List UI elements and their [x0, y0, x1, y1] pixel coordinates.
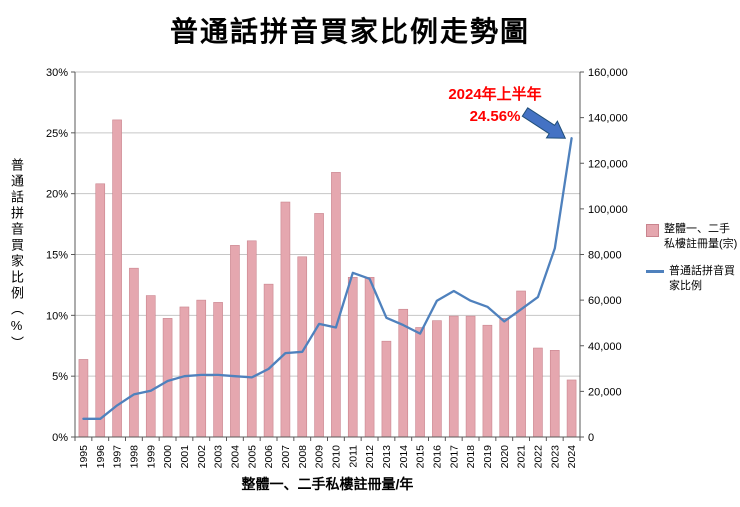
- legend-label-line: 普通話拼音買家比例: [669, 264, 735, 292]
- annotation-line1: 2024年上半年: [448, 86, 542, 103]
- svg-text:2003: 2003: [213, 445, 225, 469]
- svg-text:25%: 25%: [46, 128, 68, 140]
- legend-label-bars: 整體一、二手私樓註冊量(宗): [664, 223, 738, 250]
- bar-series-swatch-icon: [646, 224, 659, 237]
- svg-text:2015: 2015: [415, 445, 427, 469]
- svg-text:20,000: 20,000: [588, 386, 622, 398]
- svg-text:1998: 1998: [128, 445, 140, 469]
- svg-text:15%: 15%: [46, 250, 68, 262]
- legend-item-line: 普通話拼音買家比例: [646, 264, 738, 294]
- svg-text:10%: 10%: [46, 310, 68, 322]
- svg-text:40,000: 40,000: [588, 341, 622, 353]
- svg-text:2017: 2017: [448, 445, 460, 469]
- svg-text:0%: 0%: [52, 432, 68, 444]
- svg-text:2011: 2011: [347, 445, 359, 468]
- svg-text:2024: 2024: [566, 445, 578, 469]
- svg-text:2019: 2019: [482, 445, 494, 469]
- svg-text:2001: 2001: [179, 445, 191, 469]
- svg-text:2018: 2018: [465, 445, 477, 469]
- left-axis-ticks: 0% 5% 10% 15% 20% 25% 30%: [46, 67, 75, 444]
- bars-series: [78, 119, 577, 438]
- line-series: [82, 137, 573, 420]
- axes: [74, 72, 581, 441]
- svg-text:160,000: 160,000: [588, 67, 628, 79]
- svg-text:2013: 2013: [381, 445, 393, 469]
- legend-item-bars: 整體一、二手私樓註冊量(宗): [646, 222, 738, 252]
- svg-text:0: 0: [588, 432, 594, 444]
- gridlines: [75, 71, 580, 377]
- legend: 整體一、二手私樓註冊量(宗) 普通話拼音買家比例: [646, 222, 738, 305]
- x-tick-labels: 1995 1996 1997 1998 1999 2000 2001 2002 2003 2004…: [78, 445, 578, 469]
- svg-text:1995: 1995: [78, 445, 90, 469]
- svg-text:140,000: 140,000: [588, 113, 628, 125]
- svg-text:1997: 1997: [112, 445, 124, 469]
- svg-text:120,000: 120,000: [588, 158, 628, 170]
- svg-text:100,000: 100,000: [588, 204, 628, 216]
- svg-text:1996: 1996: [95, 445, 107, 469]
- svg-text:80,000: 80,000: [588, 250, 622, 262]
- svg-text:2016: 2016: [431, 445, 443, 469]
- left-axis-title: 普通話拼音買家比例（%）: [9, 158, 24, 352]
- svg-text:2012: 2012: [364, 445, 376, 469]
- right-axis-ticks: 0 20,000 40,000 60,000 80,000 100,000 120,000 1…: [580, 67, 628, 444]
- svg-text:2014: 2014: [398, 445, 410, 469]
- svg-text:30%: 30%: [46, 67, 68, 79]
- svg-text:2022: 2022: [532, 445, 544, 469]
- line-series-swatch-icon: [646, 269, 664, 273]
- trend-arrow-icon: [521, 107, 567, 139]
- svg-text:2007: 2007: [280, 445, 292, 469]
- svg-text:2010: 2010: [330, 445, 342, 469]
- annotation: 2024年上半年 24.56%: [428, 84, 562, 128]
- svg-text:20%: 20%: [46, 189, 68, 201]
- annotation-line2: 24.56%: [469, 107, 521, 125]
- svg-text:2009: 2009: [314, 445, 326, 469]
- svg-text:1999: 1999: [145, 445, 157, 469]
- x-axis-title: 整體一、二手私樓註冊量/年: [241, 476, 414, 492]
- svg-text:2004: 2004: [229, 445, 241, 469]
- svg-text:2008: 2008: [297, 445, 309, 469]
- svg-text:5%: 5%: [52, 371, 68, 383]
- svg-text:2020: 2020: [499, 445, 511, 469]
- svg-text:2006: 2006: [263, 445, 275, 469]
- chart-title: 普通話拼音買家比例走勢圖: [169, 16, 530, 47]
- svg-text:2021: 2021: [516, 445, 528, 469]
- svg-text:2000: 2000: [162, 445, 174, 469]
- svg-text:2005: 2005: [246, 445, 258, 469]
- svg-text:2023: 2023: [549, 445, 561, 469]
- svg-text:60,000: 60,000: [588, 295, 622, 307]
- svg-text:2002: 2002: [196, 445, 208, 469]
